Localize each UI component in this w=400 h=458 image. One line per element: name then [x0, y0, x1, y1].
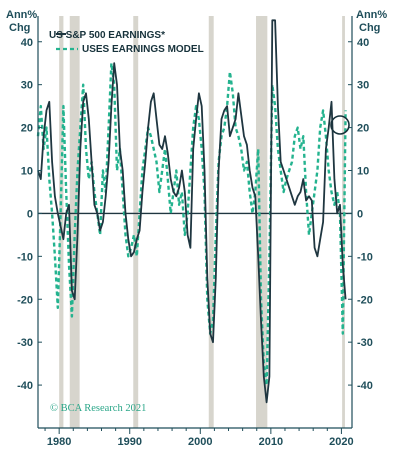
y-tick-label-right: -40: [357, 380, 373, 392]
y-tick-label-right: 20: [357, 123, 369, 135]
legend: US S&P 500 EARNINGS* USES EARNINGS MODEL: [49, 30, 204, 55]
model-series-line: [36, 62, 347, 387]
recession-band: [256, 16, 268, 428]
y-tick-label-right: 30: [357, 80, 369, 92]
recession-band: [133, 16, 139, 428]
units-label-right-line1: Ann%: [356, 9, 387, 21]
y-tick-label-left: 0: [27, 208, 33, 220]
y-tick-label-right: -10: [357, 251, 373, 263]
recession-band: [208, 16, 214, 428]
y-tick-label-left: 10: [21, 166, 33, 178]
y-tick-label-right: 0: [357, 208, 363, 220]
y-tick-label-right: -30: [357, 337, 373, 349]
y-axis-right-ticks: 40 30 20 10 0 -10 -20 -30 -40: [348, 37, 373, 392]
legend-label-actual: US S&P 500 EARNINGS*: [49, 30, 165, 41]
axes: [37, 16, 353, 429]
series-group: [36, 19, 347, 404]
latest-point-highlight-circle: [330, 115, 350, 135]
y-axis-left-ticks: 40 30 20 10 0 -10 -20 -30 -40: [17, 37, 42, 392]
actual-series-line: [37, 19, 347, 404]
units-label-right-line2: Chg: [359, 22, 380, 34]
units-label-left-line1: Ann%: [6, 9, 37, 21]
y-tick-label-right: -20: [357, 294, 373, 306]
y-tick-label-left: -10: [17, 251, 33, 263]
y-tick-label-left: 20: [21, 123, 33, 135]
y-tick-label-left: 30: [21, 80, 33, 92]
y-tick-label-left: -20: [17, 294, 33, 306]
units-label-left-line2: Chg: [9, 22, 30, 34]
x-axis-ticks: 1980 1990 2000 2010 2020: [44, 428, 354, 448]
x-tick-label: 1990: [117, 436, 141, 448]
y-tick-label-right: 40: [357, 37, 369, 49]
x-tick-label: 2020: [329, 436, 353, 448]
y-tick-label-right: 10: [357, 166, 369, 178]
y-tick-label-left: -30: [17, 337, 33, 349]
recession-band: [69, 16, 80, 428]
legend-label-model: USES EARNINGS MODEL: [82, 44, 204, 55]
x-tick-label: 2010: [259, 436, 283, 448]
x-tick-label: 2000: [188, 436, 212, 448]
recession-band: [59, 16, 64, 428]
y-tick-label-left: 40: [21, 37, 33, 49]
source-credit: © BCA Research 2021: [50, 403, 146, 414]
y-tick-label-left: -40: [17, 380, 33, 392]
x-tick-label: 1980: [47, 436, 71, 448]
